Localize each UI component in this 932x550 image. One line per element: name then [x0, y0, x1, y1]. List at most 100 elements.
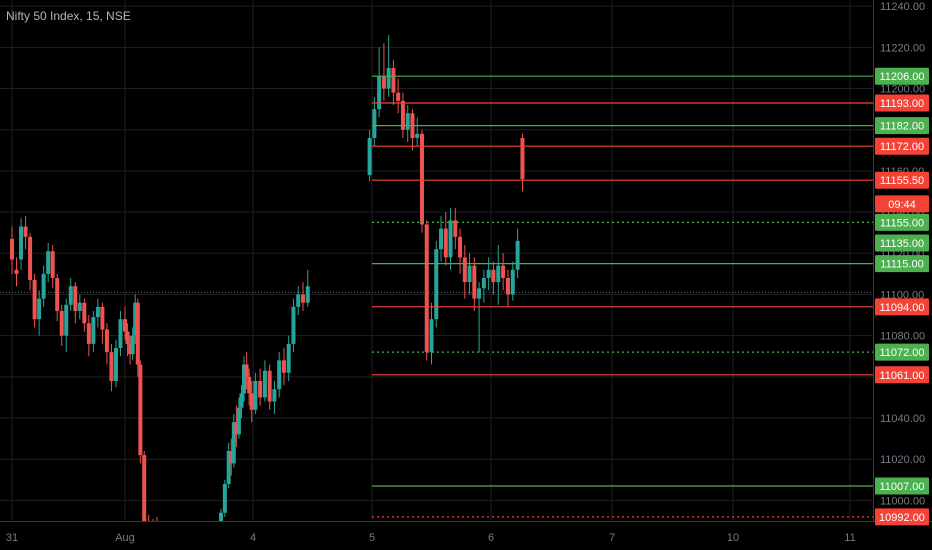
candle-body — [59, 310, 64, 336]
candle-body — [291, 306, 296, 344]
candle-body — [55, 278, 60, 311]
candle-body — [267, 370, 272, 402]
level-price-badge: 11193.00 — [880, 98, 924, 110]
candle-body — [130, 335, 135, 355]
candle-body — [138, 364, 143, 456]
level-price-badge: 11155.00 — [880, 217, 924, 229]
price-axis-panel — [873, 0, 932, 550]
candle-body — [239, 393, 244, 408]
level-price-badge-bg — [875, 94, 929, 112]
level-price-badge-bg — [875, 366, 929, 384]
candle-body — [439, 228, 444, 250]
candle-body — [453, 220, 458, 237]
level-price-badge-bg — [875, 508, 929, 526]
candle-body — [86, 323, 91, 344]
level-price-badge-bg — [875, 255, 929, 273]
axis-badge: 11135.00 — [880, 238, 924, 250]
level-price-badge: 11172.00 — [880, 141, 924, 153]
level-price-badge-bg — [875, 213, 929, 231]
candle-body — [222, 483, 227, 513]
candle-body — [515, 240, 520, 270]
candle-body — [10, 238, 14, 260]
candle-body — [419, 133, 424, 225]
time-tick-label: 7 — [609, 532, 615, 544]
candle-body — [501, 265, 506, 279]
price-tick-label: 11240.00 — [880, 1, 925, 13]
candle-body — [405, 113, 410, 130]
level-price-badge-bg — [875, 171, 929, 189]
candle-body — [37, 298, 42, 320]
time-tick-label: 31 — [6, 532, 18, 544]
candle-body — [231, 422, 236, 464]
axis-badge-bg — [875, 195, 929, 213]
candle-body — [77, 302, 82, 311]
time-tick-label: Aug — [115, 532, 135, 544]
candle-body — [128, 343, 133, 355]
level-price-badge: 11182.00 — [880, 121, 924, 133]
candle-body — [434, 249, 439, 320]
candle-body — [133, 302, 138, 336]
level-price-badge-bg — [875, 477, 929, 495]
candle-body — [249, 393, 254, 410]
candle-body — [109, 352, 114, 381]
candle-body — [496, 265, 501, 283]
candle-body — [429, 319, 434, 353]
candle-body — [28, 236, 33, 281]
time-tick-label: 10 — [727, 532, 739, 544]
candle-body — [377, 76, 382, 110]
candle-body — [448, 220, 453, 258]
candle-body — [142, 455, 147, 521]
candle-body — [123, 319, 127, 332]
price-tick-label: 11220.00 — [880, 42, 925, 54]
candle-body — [253, 380, 258, 410]
candle-body — [95, 306, 100, 318]
candle-body — [486, 269, 491, 279]
candle-body — [472, 265, 477, 299]
candle-body — [244, 364, 249, 377]
candle-body — [242, 364, 247, 394]
candle-body — [286, 343, 291, 373]
level-price-badge: 11115.00 — [880, 259, 923, 271]
candle-body — [113, 348, 118, 381]
candle-body — [23, 226, 28, 237]
price-tick-label: 11000.00 — [880, 495, 925, 507]
level-price-badge-bg — [875, 298, 929, 316]
candle-body — [272, 389, 277, 402]
candle-body — [262, 370, 267, 398]
time-tick-label: 5 — [369, 532, 375, 544]
candle-body — [91, 317, 96, 344]
candle-body — [19, 226, 24, 260]
candle-body — [73, 286, 78, 311]
candle-body — [135, 302, 140, 365]
candle-body — [505, 278, 510, 295]
candle-body — [396, 92, 401, 101]
candle-body — [415, 133, 420, 138]
candle-body — [68, 286, 73, 305]
time-axis-panel — [0, 521, 932, 550]
candle-body — [50, 251, 55, 279]
candle-body — [400, 100, 405, 130]
level-price-badge-bg — [875, 137, 929, 155]
time-tick-label: 6 — [488, 532, 494, 544]
price-tick-label: 11080.00 — [880, 331, 925, 343]
level-price-badge-bg — [875, 117, 929, 135]
candle-body — [462, 257, 467, 283]
candle-body — [247, 376, 252, 394]
candle-body — [32, 280, 37, 320]
level-price-badge: 11072.00 — [879, 347, 924, 359]
candle-body — [104, 329, 109, 353]
candle-body — [520, 137, 525, 180]
candle-body — [467, 265, 472, 283]
level-price-badge: 11094.00 — [879, 302, 924, 314]
axis-badge-bg — [875, 234, 929, 252]
candle-body — [258, 380, 263, 398]
level-price-badge: 11007.00 — [879, 481, 924, 493]
level-price-badge-bg — [875, 343, 929, 361]
candle-body — [118, 319, 123, 349]
candle-body — [443, 228, 448, 258]
candle-body — [367, 137, 372, 176]
price-tick-label: 11200.00 — [880, 84, 925, 96]
candle-body — [372, 109, 377, 138]
level-price-badge: 10992.00 — [879, 512, 925, 524]
